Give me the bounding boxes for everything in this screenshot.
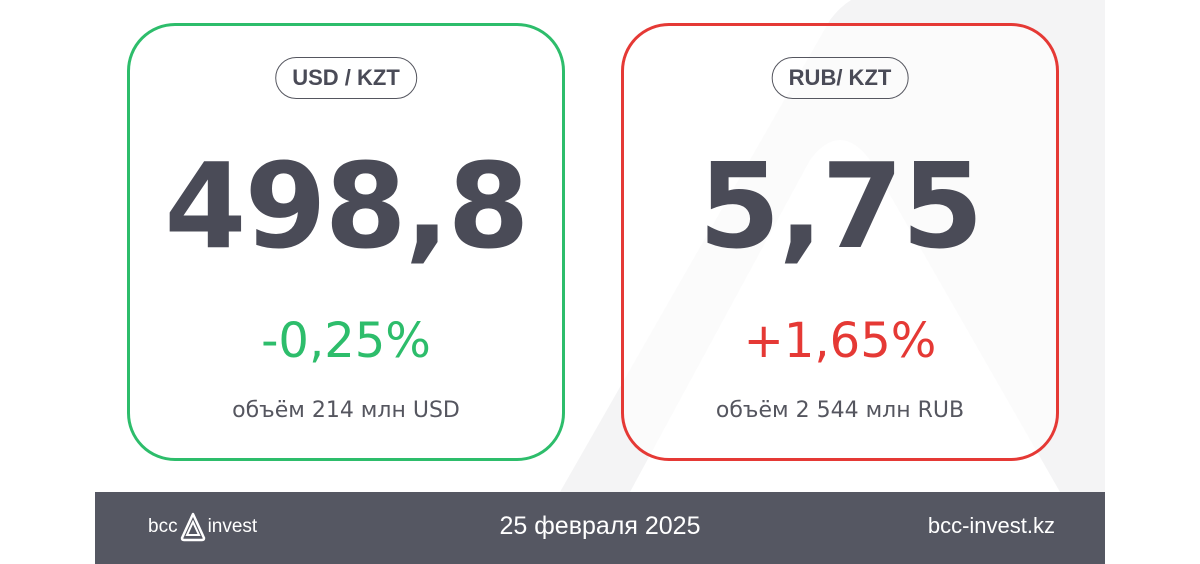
trade-volume: объём 214 млн USD: [232, 398, 460, 423]
currency-pair-label: USD / KZT: [275, 57, 417, 99]
exchange-rate: 498,8: [164, 137, 529, 275]
rub-kzt-card: RUB/ KZT 5,75 +1,65% объём 2 544 млн RUB: [621, 23, 1059, 461]
logo-text-invest: invest: [207, 516, 258, 537]
currency-pair-label: RUB/ KZT: [771, 57, 909, 99]
exchange-rate: 5,75: [698, 137, 983, 275]
website-link[interactable]: bcc-invest.kz: [927, 513, 1055, 538]
report-date: 25 февраля 2025: [499, 512, 701, 540]
logo-text-bcc: bcc: [148, 516, 178, 537]
usd-kzt-card: USD / KZT 498,8 -0,25% объём 214 млн USD: [127, 23, 565, 461]
triangle-logo-icon: [180, 512, 205, 542]
rate-change: -0,25%: [261, 313, 431, 369]
trade-volume: объём 2 544 млн RUB: [715, 398, 965, 423]
rate-change: +1,65%: [743, 313, 937, 369]
bcc-invest-logo: bcc invest: [148, 512, 257, 542]
footer-bar: bcc invest 25 февраля 2025 bcc-invest.kz: [95, 492, 1105, 564]
